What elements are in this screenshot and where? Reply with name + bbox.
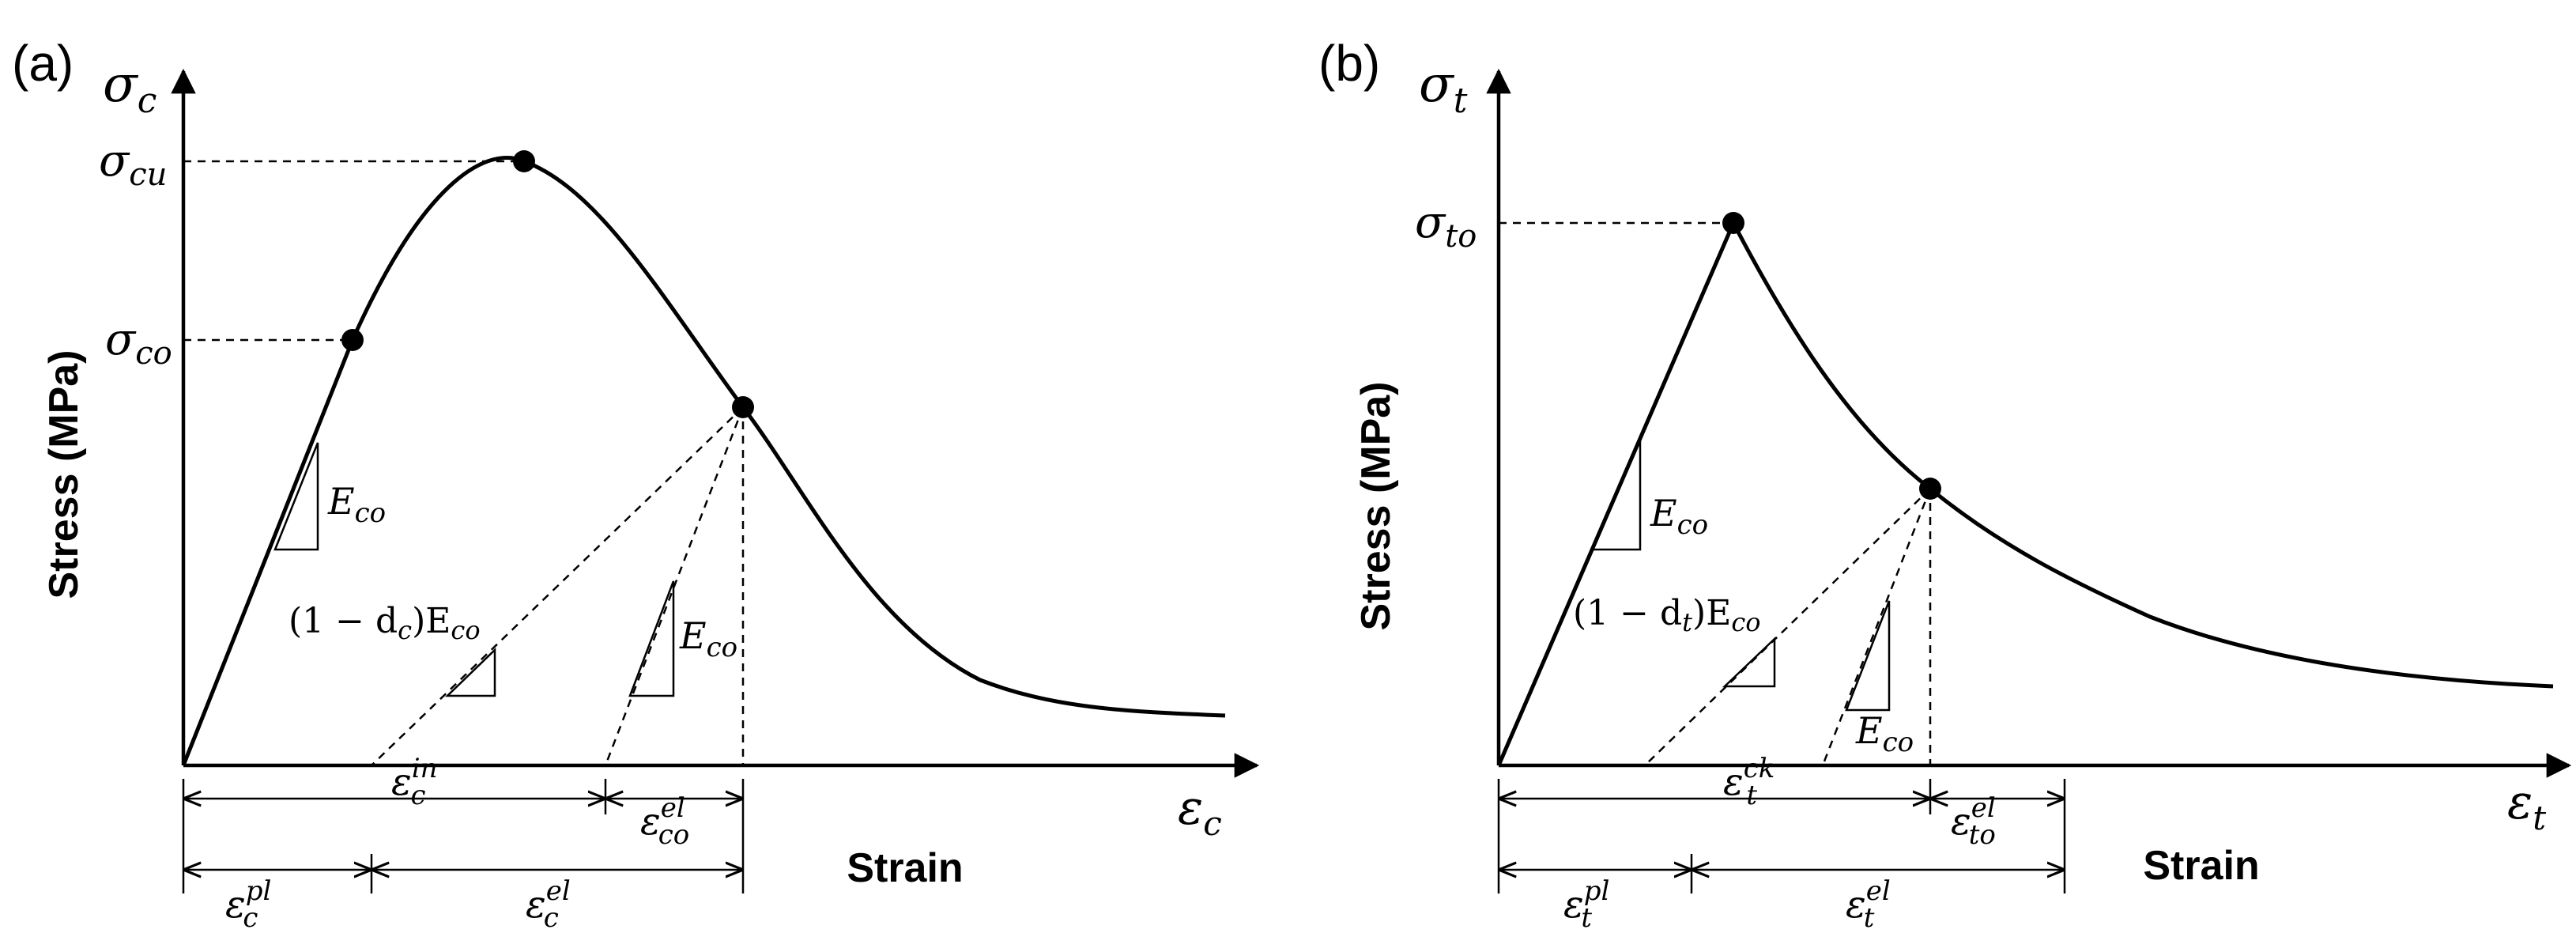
panel-b-elastic-undamaged-strain-label: εel to	[1951, 792, 1996, 851]
panel-b-elastic-strain-label: εel t	[1846, 875, 1891, 934]
panel-a-y-axis-symbol: σc	[103, 55, 157, 121]
panel-b-damaged-modulus-label: (1 − dt)Eco	[1573, 593, 1761, 637]
panel-a-initial-modulus-label: Eco	[327, 480, 386, 529]
panel-a-compression: (a) σc εc Stress (MPa) Strain σcu σco Ec…	[12, 35, 1260, 934]
panel-a-damaged-unloading-line	[371, 406, 744, 766]
panel-b-stress-strain-curve	[1496, 218, 2554, 766]
panel-b-tension: (b) σt εt Stress (MPa) Strain σto Eco (1…	[1318, 35, 2572, 934]
panel-b-x-axis-symbol: εt	[2507, 775, 2546, 837]
panel-b-cracking-strain-label: εck t	[1723, 753, 1775, 811]
panel-a-yield-stress-label: σco	[105, 314, 172, 372]
panel-b-damaged-unloading-line	[1644, 488, 1931, 766]
panel-a-unloading-point	[732, 396, 754, 418]
panel-b-damaged-slope-triangle	[1722, 637, 1776, 688]
panel-a-x-axis-symbol: εc	[1178, 780, 1222, 843]
panel-b-y-axis-title: Stress (MPa)	[1353, 382, 1399, 631]
panel-a-y-axis-title: Stress (MPa)	[41, 350, 87, 599]
panel-a-unloading-modulus-label: Eco	[679, 614, 737, 663]
panel-b-elastic-unloading-line	[1821, 488, 1932, 766]
panel-b-x-axis-title: Strain	[2143, 843, 2259, 889]
panel-b-peak-point	[1722, 212, 1744, 234]
panel-a-x-axis-title: Strain	[847, 845, 963, 891]
panel-a-inelastic-strain-label: εin c	[391, 753, 438, 811]
panel-b-initial-modulus-label: Eco	[1650, 492, 1708, 541]
panel-a-peak-point	[513, 150, 535, 172]
panel-b-y-axis-symbol: σt	[1419, 55, 1468, 121]
panel-b-peak-stress-label: σto	[1415, 197, 1477, 255]
panel-a-plastic-strain-label: εpl c	[225, 875, 271, 934]
panel-a-damaged-modulus-label: (1 − dc)Eco	[289, 601, 481, 645]
panel-a-unloading-slope-triangle	[628, 580, 675, 697]
panel-a-damaged-slope-triangle	[444, 648, 496, 697]
panel-b-unloading-slope-triangle	[1845, 600, 1891, 712]
panel-b-unloading-modulus-label: Eco	[1855, 709, 1914, 758]
panel-b-plastic-strain-label: εpl t	[1563, 875, 1609, 934]
panel-b-initial-slope-triangle	[1591, 438, 1642, 551]
panel-a-initial-slope-triangle	[273, 442, 319, 551]
panel-b-label: (b)	[1318, 35, 1380, 92]
panel-a-yield-point	[341, 329, 364, 351]
panel-a-elastic-undamaged-strain-label: εel co	[640, 792, 689, 851]
panel-a-label: (a)	[12, 35, 74, 92]
panel-b-unloading-point	[1919, 478, 1941, 500]
panel-a-elastic-strain-label: εel c	[526, 875, 571, 934]
panel-a-peak-stress-label: σcu	[99, 135, 167, 193]
panel-a-stress-strain-curve	[181, 156, 1226, 766]
